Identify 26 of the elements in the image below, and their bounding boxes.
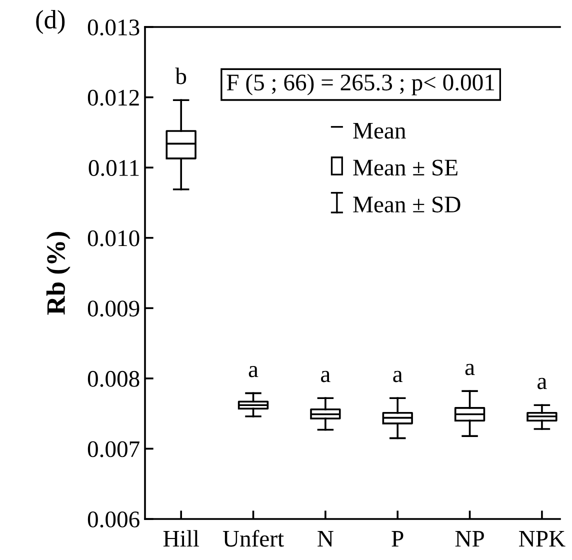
- x-tick-label: NP: [455, 531, 484, 546]
- annotation: Mean: [353, 122, 406, 139]
- y-tick-label: 0.007: [88, 441, 140, 458]
- x-tick-label: N: [318, 531, 334, 546]
- annotation: a: [393, 370, 403, 382]
- annotation: a: [465, 364, 475, 376]
- x-tick-label: Unfert: [222, 530, 284, 547]
- text: (d): [36, 10, 65, 34]
- annotation: b: [175, 68, 186, 84]
- annotation: a: [248, 366, 258, 378]
- y-tick-label: 0.006: [88, 511, 140, 528]
- y-tick-label: 0.008: [88, 370, 140, 387]
- y-tick-label: 0.011: [88, 160, 139, 176]
- annotation: F (5 ; 66) = 265.3 ; p< 0.001: [226, 74, 494, 96]
- annotation: a: [538, 378, 547, 390]
- x-tick-label: Hill: [163, 530, 199, 546]
- y-axis-title: Rb (%): [46, 232, 70, 315]
- y-tick-label: 0.010: [88, 230, 140, 246]
- annotation: Mean ± SE: [353, 160, 458, 176]
- y-tick-label: 0.009: [88, 300, 140, 317]
- annotation: Mean ± SD: [353, 196, 460, 212]
- annotation: a: [321, 370, 330, 382]
- x-tick-label: P: [392, 531, 404, 546]
- y-tick-label: 0.012: [88, 90, 139, 106]
- y-tick-label: 0.013: [88, 19, 140, 36]
- x-tick-label: NPK: [519, 531, 566, 546]
